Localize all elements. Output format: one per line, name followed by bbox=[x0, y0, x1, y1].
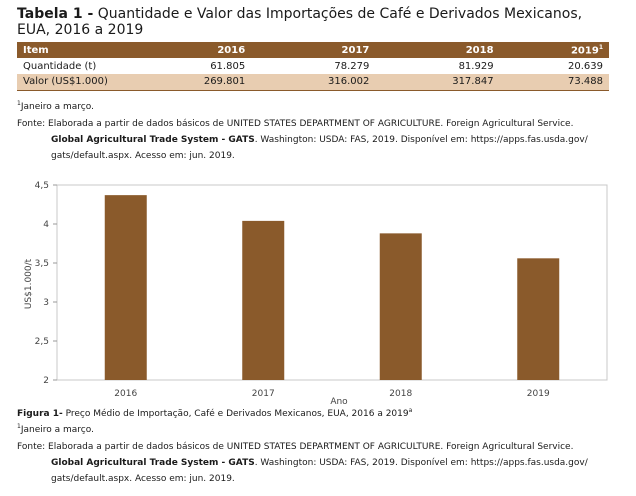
row-label: Quantidade (t) bbox=[23, 60, 97, 72]
row-label: Valor (US$1.000) bbox=[23, 76, 108, 88]
cell: 20.639 bbox=[568, 60, 603, 72]
table-title: Tabela 1 - Quantidade e Valor das Import… bbox=[17, 6, 617, 38]
cell: 269.801 bbox=[203, 76, 246, 88]
data-table: Item 2016 2017 2018 20191 Quantidade (t)… bbox=[17, 42, 609, 91]
y-tick-label: 2 bbox=[43, 376, 49, 386]
table-footnote: 1Janeiro a março. bbox=[17, 100, 94, 112]
header-2016: 2016 bbox=[217, 44, 246, 56]
plot-area bbox=[56, 184, 608, 381]
bars bbox=[104, 195, 560, 380]
table-row: Quantidade (t) 61.805 78.279 81.929 20.6… bbox=[17, 58, 609, 74]
table-header-row: Item 2016 2017 2018 20191 bbox=[17, 42, 609, 58]
header-item: Item bbox=[23, 44, 49, 56]
cell: 316.002 bbox=[328, 76, 370, 88]
cell: 61.805 bbox=[210, 60, 246, 72]
bar bbox=[379, 233, 422, 380]
table-source: Fonte: Elaborada a partir de dados básic… bbox=[17, 119, 588, 161]
figure-footnote: 1Janeiro a março. bbox=[17, 423, 94, 435]
x-tick-label: 2016 bbox=[114, 389, 137, 399]
x-tick-label: 2018 bbox=[389, 389, 412, 399]
y-axis: 4,5 4 3,5 3 2,5 2 bbox=[35, 181, 57, 386]
y-tick-label: 4 bbox=[43, 220, 49, 230]
x-tick-label: 2019 bbox=[527, 389, 550, 399]
bar bbox=[104, 195, 147, 380]
y-axis-title: US$1.000/t bbox=[24, 258, 34, 309]
y-tick-label: 2,5 bbox=[35, 337, 49, 347]
cell: 78.279 bbox=[334, 60, 370, 72]
bar-chart: 4,5 4 3,5 3 2,5 2 2016 2017 2018 2019 US$1.000/t… bbox=[24, 181, 608, 406]
bar bbox=[242, 220, 285, 380]
table-label: Tabela 1 - bbox=[17, 6, 94, 22]
cell: 81.929 bbox=[458, 60, 494, 72]
x-axis-title: Ano bbox=[330, 397, 348, 406]
x-axis: 2016 2017 2018 2019 bbox=[114, 389, 550, 399]
y-tick-label: 3,5 bbox=[35, 259, 49, 269]
table-title-text: Quantidade e Valor das Importações de Ca… bbox=[17, 6, 583, 38]
y-tick-label: 4,5 bbox=[35, 181, 49, 191]
figure-source: Fonte: Elaborada a partir de dados básic… bbox=[17, 442, 588, 484]
cell: 317.847 bbox=[452, 76, 494, 88]
table-row: Valor (US$1.000) 269.801 316.002 317.847… bbox=[17, 74, 609, 90]
x-tick-label: 2017 bbox=[252, 389, 275, 399]
bar bbox=[517, 258, 560, 380]
header-2018: 2018 bbox=[465, 44, 494, 56]
cell: 73.488 bbox=[568, 76, 603, 88]
y-tick-label: 3 bbox=[43, 298, 49, 308]
figure-caption: Figura 1- Preço Médio de Importação, Caf… bbox=[17, 407, 413, 419]
header-2019: 20191 bbox=[570, 43, 603, 57]
header-2017: 2017 bbox=[341, 44, 370, 56]
